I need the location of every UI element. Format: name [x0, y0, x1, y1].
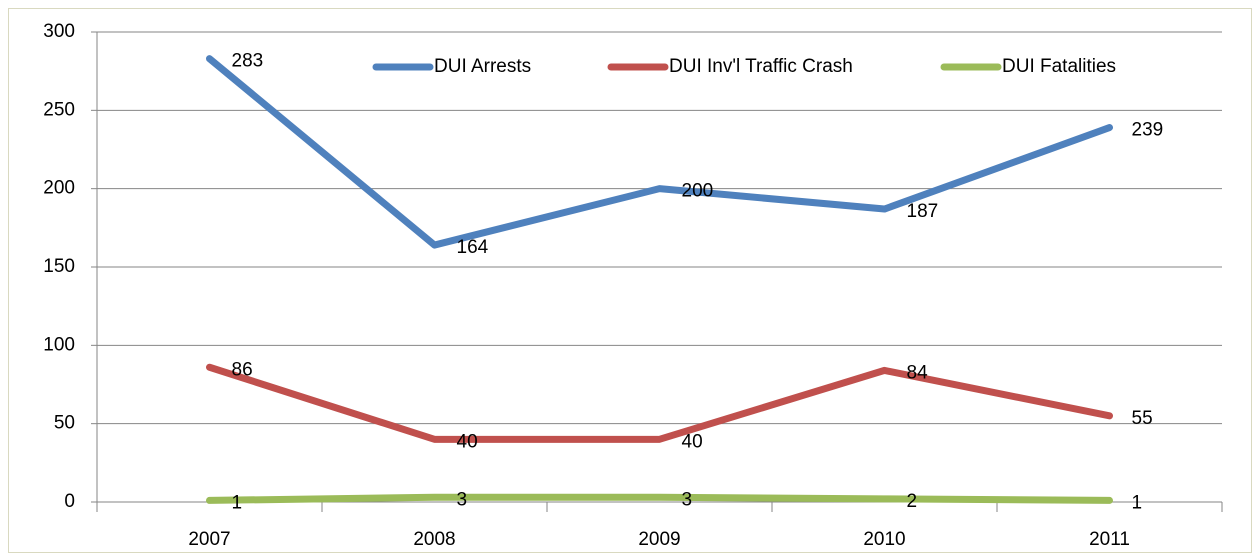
data-label: 187	[907, 201, 939, 222]
series-line	[206, 55, 1113, 249]
data-label: 40	[682, 431, 703, 452]
data-label: 2	[907, 491, 918, 512]
x-tick-label: 2008	[413, 529, 455, 550]
data-label: 40	[457, 431, 478, 452]
data-label: 200	[682, 181, 714, 202]
data-label: 3	[457, 489, 468, 510]
data-label: 283	[232, 51, 264, 72]
data-label: 55	[1132, 408, 1153, 429]
x-tick-label: 2011	[1089, 529, 1130, 550]
y-tick-label: 0	[64, 491, 75, 512]
series-line	[206, 493, 1113, 504]
data-label: 239	[1132, 120, 1164, 141]
y-tick-label: 50	[54, 413, 75, 434]
legend-label: DUI Arrests	[434, 56, 531, 77]
x-tick-label: 2007	[188, 529, 230, 550]
data-label: 84	[907, 362, 929, 383]
legend-label: DUI Inv'l Traffic Crash	[669, 56, 853, 77]
y-tick-label: 250	[43, 99, 75, 120]
data-label: 1	[232, 492, 243, 513]
y-tick-label: 100	[43, 334, 75, 355]
y-tick-label: 300	[43, 21, 75, 42]
chart-border	[8, 8, 1252, 553]
data-label: 86	[232, 359, 253, 380]
x-tick-label: 2009	[638, 529, 680, 550]
y-tick-label: 200	[43, 178, 75, 199]
series-line	[206, 363, 1113, 443]
x-tick-label: 2010	[863, 529, 905, 550]
data-label: 1	[1132, 492, 1143, 513]
y-tick-label: 150	[43, 256, 75, 277]
legend-label: DUI Fatalities	[1002, 56, 1116, 77]
data-label: 3	[682, 489, 693, 510]
data-label: 164	[457, 237, 489, 258]
